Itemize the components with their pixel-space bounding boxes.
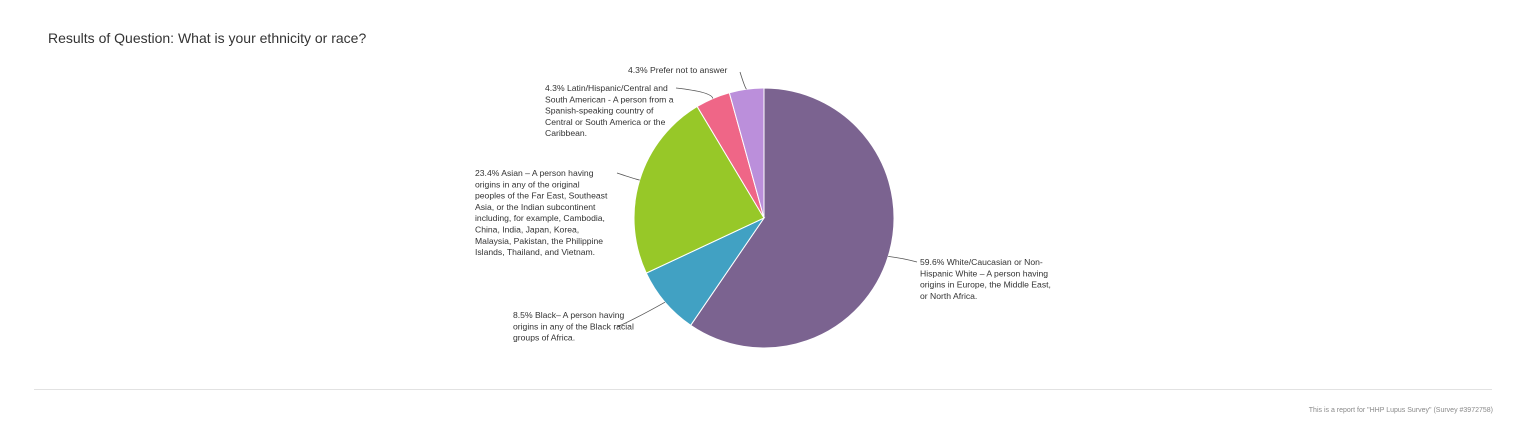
leader-line	[675, 87, 714, 99]
leader-line	[616, 172, 640, 181]
slice-label: 8.5% Black– A person having origins in an…	[513, 310, 634, 343]
slice-label: 4.3% Latin/Hispanic/Central and South Ame…	[545, 83, 674, 138]
leader-lines	[616, 71, 918, 328]
report-footer: This is a report for "HHP Lupus Survey" …	[1308, 407, 1493, 414]
leader-line	[739, 71, 747, 90]
slice-labels: 59.6% White/Caucasian or Non-Hispanic Wh…	[475, 65, 1051, 343]
slice-label: 59.6% White/Caucasian or Non-Hispanic Wh…	[920, 257, 1051, 301]
pie-slice	[633, 105, 765, 274]
pie-slices	[633, 87, 895, 349]
page-title: Results of Question: What is your ethnic…	[48, 30, 367, 46]
leader-line	[616, 301, 666, 328]
slice-label: 23.4% Asian – A person having origins in …	[475, 168, 608, 257]
leader-line	[888, 256, 918, 263]
footer-divider	[34, 389, 1492, 390]
slice-label: 4.3% Prefer not to answer	[628, 65, 727, 75]
